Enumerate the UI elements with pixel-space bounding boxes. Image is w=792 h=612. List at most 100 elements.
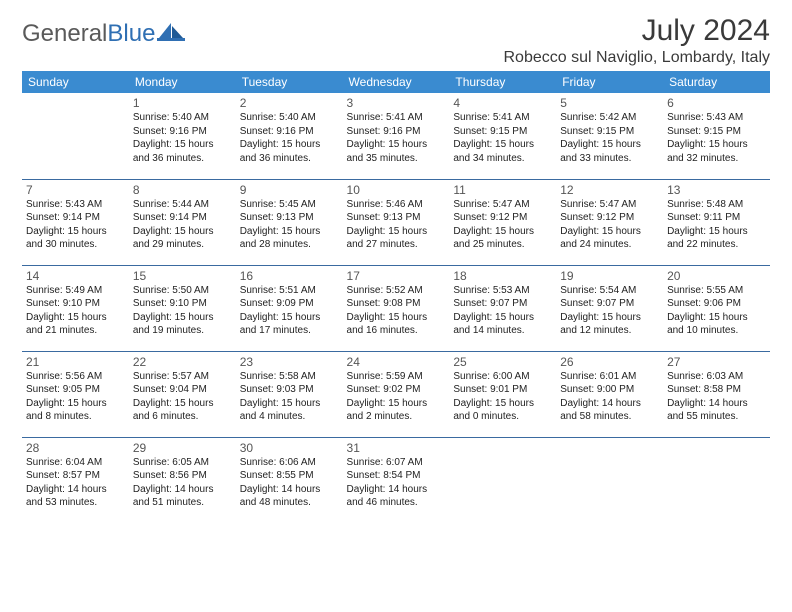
calendar-day-cell: 24Sunrise: 5:59 AMSunset: 9:02 PMDayligh… [343,351,450,437]
day-info: Sunrise: 5:43 AMSunset: 9:14 PMDaylight:… [26,198,125,252]
calendar-day-cell: 15Sunrise: 5:50 AMSunset: 9:10 PMDayligh… [129,265,236,351]
day-number: 18 [453,268,552,284]
calendar-week-row: 28Sunrise: 6:04 AMSunset: 8:57 PMDayligh… [22,437,770,519]
calendar-day-cell: 25Sunrise: 6:00 AMSunset: 9:01 PMDayligh… [449,351,556,437]
calendar-day-cell: 26Sunrise: 6:01 AMSunset: 9:00 PMDayligh… [556,351,663,437]
day-info: Sunrise: 5:53 AMSunset: 9:07 PMDaylight:… [453,284,552,338]
day-number: 7 [26,182,125,198]
calendar-day-cell: 6Sunrise: 5:43 AMSunset: 9:15 PMDaylight… [663,93,770,179]
calendar-week-row: 21Sunrise: 5:56 AMSunset: 9:05 PMDayligh… [22,351,770,437]
calendar-day-cell: 1Sunrise: 5:40 AMSunset: 9:16 PMDaylight… [129,93,236,179]
brand-part1: General [22,20,107,48]
brand-sail-icon [157,20,185,48]
day-info: Sunrise: 5:57 AMSunset: 9:04 PMDaylight:… [133,370,232,424]
weekday-row: SundayMondayTuesdayWednesdayThursdayFrid… [22,71,770,93]
calendar-day-cell: 22Sunrise: 5:57 AMSunset: 9:04 PMDayligh… [129,351,236,437]
header: GeneralBlue July 2024 Robecco sul Navigl… [22,14,770,67]
weekday-header: Monday [129,71,236,93]
calendar-day-cell: 30Sunrise: 6:06 AMSunset: 8:55 PMDayligh… [236,437,343,519]
calendar-day-cell: 28Sunrise: 6:04 AMSunset: 8:57 PMDayligh… [22,437,129,519]
day-info: Sunrise: 5:49 AMSunset: 9:10 PMDaylight:… [26,284,125,338]
weekday-header: Wednesday [343,71,450,93]
day-number: 6 [667,95,766,111]
day-info: Sunrise: 5:51 AMSunset: 9:09 PMDaylight:… [240,284,339,338]
day-number: 16 [240,268,339,284]
calendar-week-row: 7Sunrise: 5:43 AMSunset: 9:14 PMDaylight… [22,179,770,265]
day-number: 22 [133,354,232,370]
brand-part2: Blue [107,20,155,48]
day-info: Sunrise: 5:59 AMSunset: 9:02 PMDaylight:… [347,370,446,424]
day-info: Sunrise: 5:48 AMSunset: 9:11 PMDaylight:… [667,198,766,252]
day-number: 17 [347,268,446,284]
day-number: 19 [560,268,659,284]
day-number: 29 [133,440,232,456]
calendar-day-cell: 12Sunrise: 5:47 AMSunset: 9:12 PMDayligh… [556,179,663,265]
calendar-week-row: 14Sunrise: 5:49 AMSunset: 9:10 PMDayligh… [22,265,770,351]
day-info: Sunrise: 5:43 AMSunset: 9:15 PMDaylight:… [667,111,766,165]
day-number: 3 [347,95,446,111]
day-info: Sunrise: 5:54 AMSunset: 9:07 PMDaylight:… [560,284,659,338]
day-number: 2 [240,95,339,111]
calendar-day-cell: 23Sunrise: 5:58 AMSunset: 9:03 PMDayligh… [236,351,343,437]
day-number: 20 [667,268,766,284]
calendar-day-cell: 17Sunrise: 5:52 AMSunset: 9:08 PMDayligh… [343,265,450,351]
calendar-day-cell: 4Sunrise: 5:41 AMSunset: 9:15 PMDaylight… [449,93,556,179]
calendar-day-cell: 20Sunrise: 5:55 AMSunset: 9:06 PMDayligh… [663,265,770,351]
calendar-day-cell: 11Sunrise: 5:47 AMSunset: 9:12 PMDayligh… [449,179,556,265]
day-info: Sunrise: 6:04 AMSunset: 8:57 PMDaylight:… [26,456,125,510]
day-number: 25 [453,354,552,370]
calendar-day-cell: 7Sunrise: 5:43 AMSunset: 9:14 PMDaylight… [22,179,129,265]
calendar-body: 1Sunrise: 5:40 AMSunset: 9:16 PMDaylight… [22,93,770,519]
day-info: Sunrise: 6:03 AMSunset: 8:58 PMDaylight:… [667,370,766,424]
calendar-day-cell: 3Sunrise: 5:41 AMSunset: 9:16 PMDaylight… [343,93,450,179]
day-number: 30 [240,440,339,456]
day-number: 23 [240,354,339,370]
day-number: 28 [26,440,125,456]
day-info: Sunrise: 5:55 AMSunset: 9:06 PMDaylight:… [667,284,766,338]
brand-logo: GeneralBlue [22,14,185,48]
day-number: 9 [240,182,339,198]
calendar-day-cell: 10Sunrise: 5:46 AMSunset: 9:13 PMDayligh… [343,179,450,265]
day-number: 12 [560,182,659,198]
day-number: 15 [133,268,232,284]
calendar-day-cell [449,437,556,519]
day-number: 10 [347,182,446,198]
calendar-day-cell: 2Sunrise: 5:40 AMSunset: 9:16 PMDaylight… [236,93,343,179]
day-info: Sunrise: 5:58 AMSunset: 9:03 PMDaylight:… [240,370,339,424]
day-info: Sunrise: 6:05 AMSunset: 8:56 PMDaylight:… [133,456,232,510]
calendar-day-cell: 27Sunrise: 6:03 AMSunset: 8:58 PMDayligh… [663,351,770,437]
day-number: 14 [26,268,125,284]
day-info: Sunrise: 5:50 AMSunset: 9:10 PMDaylight:… [133,284,232,338]
calendar-day-cell: 9Sunrise: 5:45 AMSunset: 9:13 PMDaylight… [236,179,343,265]
calendar-day-cell: 8Sunrise: 5:44 AMSunset: 9:14 PMDaylight… [129,179,236,265]
calendar-day-cell: 21Sunrise: 5:56 AMSunset: 9:05 PMDayligh… [22,351,129,437]
day-number: 27 [667,354,766,370]
calendar-day-cell: 14Sunrise: 5:49 AMSunset: 9:10 PMDayligh… [22,265,129,351]
day-info: Sunrise: 5:41 AMSunset: 9:16 PMDaylight:… [347,111,446,165]
day-number: 11 [453,182,552,198]
calendar-day-cell: 18Sunrise: 5:53 AMSunset: 9:07 PMDayligh… [449,265,556,351]
day-number: 1 [133,95,232,111]
calendar-day-cell: 19Sunrise: 5:54 AMSunset: 9:07 PMDayligh… [556,265,663,351]
day-info: Sunrise: 6:00 AMSunset: 9:01 PMDaylight:… [453,370,552,424]
location-text: Robecco sul Naviglio, Lombardy, Italy [504,49,771,67]
calendar-week-row: 1Sunrise: 5:40 AMSunset: 9:16 PMDaylight… [22,93,770,179]
calendar-day-cell: 31Sunrise: 6:07 AMSunset: 8:54 PMDayligh… [343,437,450,519]
day-info: Sunrise: 5:44 AMSunset: 9:14 PMDaylight:… [133,198,232,252]
day-info: Sunrise: 5:40 AMSunset: 9:16 PMDaylight:… [240,111,339,165]
calendar-page: GeneralBlue July 2024 Robecco sul Navigl… [0,0,792,529]
day-info: Sunrise: 5:40 AMSunset: 9:16 PMDaylight:… [133,111,232,165]
calendar-day-cell: 16Sunrise: 5:51 AMSunset: 9:09 PMDayligh… [236,265,343,351]
day-info: Sunrise: 5:45 AMSunset: 9:13 PMDaylight:… [240,198,339,252]
day-info: Sunrise: 5:46 AMSunset: 9:13 PMDaylight:… [347,198,446,252]
day-number: 24 [347,354,446,370]
day-number: 8 [133,182,232,198]
day-info: Sunrise: 6:07 AMSunset: 8:54 PMDaylight:… [347,456,446,510]
calendar-day-cell [556,437,663,519]
day-info: Sunrise: 5:47 AMSunset: 9:12 PMDaylight:… [560,198,659,252]
calendar-day-cell: 29Sunrise: 6:05 AMSunset: 8:56 PMDayligh… [129,437,236,519]
weekday-header: Tuesday [236,71,343,93]
day-number: 26 [560,354,659,370]
day-number: 4 [453,95,552,111]
day-number: 5 [560,95,659,111]
